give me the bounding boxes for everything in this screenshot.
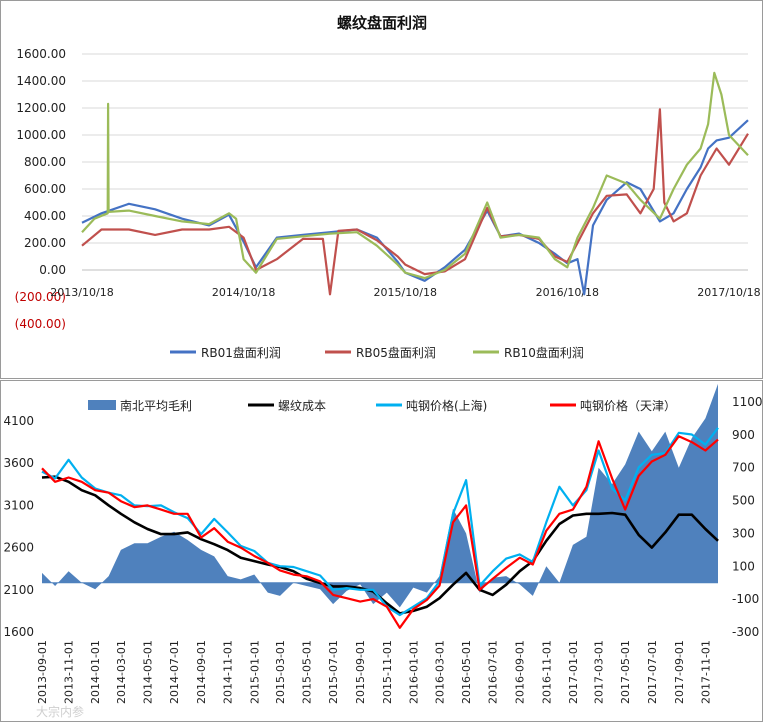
- bottom-x-tick-label: 2014-09-01: [195, 640, 208, 704]
- top-chart-border: [0, 0, 763, 379]
- bottom-left-y-tick-label: 3600: [3, 456, 34, 470]
- bottom-series-group: [41, 427, 719, 629]
- top-y-tick-label: (400.00): [15, 317, 66, 331]
- bottom-x-tick-label: 2017-03-01: [593, 640, 606, 704]
- top-x-tick-label: 2014/10/18: [212, 286, 275, 299]
- bottom-x-tick-label: 2015-09-01: [354, 640, 367, 704]
- bottom-x-tick-label: 2016-05-01: [460, 640, 473, 704]
- bottom-x-tick-label: 2014-11-01: [222, 640, 235, 704]
- top-legend-label: RB01盘面利润: [201, 345, 281, 360]
- top-x-axis: 2013/10/18 2014/10/18 2015/10/18 2016/10/18…: [50, 286, 760, 299]
- top-y-tick-label: 400.00: [24, 209, 66, 223]
- bottom-x-tick-label: 2014-03-01: [115, 640, 128, 704]
- bottom-legend-label: 南北平均毛利: [120, 398, 192, 413]
- watermark-text: 大宗内参: [36, 704, 84, 719]
- bottom-right-y-tick-label: 100: [732, 559, 755, 573]
- bottom-left-y-tick-label: 3100: [3, 498, 34, 512]
- top-y-tick-label: 200.00: [24, 236, 66, 250]
- bottom-x-tick-label: 2017-09-01: [673, 640, 686, 704]
- top-series-group: [81, 71, 749, 296]
- top-y-axis: 1600.00 1400.00 1200.00 1000.00 800.00 600.00…: [15, 47, 66, 331]
- bottom-x-tick-label: 2013-09-01: [36, 640, 49, 704]
- bottom-series-line-2: [41, 427, 719, 617]
- top-y-tick-label: 1400.00: [16, 74, 66, 88]
- bottom-x-tick-label: 2016-01-01: [407, 640, 420, 704]
- bottom-x-tick-label: 2014-05-01: [141, 640, 154, 704]
- bottom-chart-border: [0, 380, 763, 722]
- bottom-x-tick-label: 2016-07-01: [487, 640, 500, 704]
- bottom-right-y-tick-label: 500: [732, 494, 755, 508]
- bottom-left-y-tick-label: 2600: [3, 541, 34, 555]
- bottom-left-y-axis: 4100 3600 3100 2600 2100 1600: [3, 414, 34, 639]
- top-x-tick-label: 2016/10/18: [536, 286, 599, 299]
- top-x-tick-label: 2013/10/18: [50, 286, 113, 299]
- bottom-right-y-tick-label: 900: [732, 428, 755, 442]
- bottom-legend-label: 吨钢价格（天津）: [580, 398, 676, 413]
- bottom-x-tick-label: 2017-05-01: [619, 640, 632, 704]
- top-y-tick-label: 0.00: [39, 263, 66, 277]
- bottom-right-y-axis: 1100 900 700 500 300 100 -100 -300: [732, 395, 763, 639]
- bottom-legend-swatch: [88, 400, 116, 410]
- bottom-legend-label: 吨钢价格(上海): [406, 398, 487, 413]
- top-chart-title: 螺纹盘面利润: [337, 14, 427, 32]
- top-grid: [82, 53, 748, 271]
- bottom-x-tick-label: 2016-11-01: [540, 640, 553, 704]
- bottom-series-line-3: [41, 435, 719, 629]
- bottom-x-tick-label: 2014-01-01: [89, 640, 102, 704]
- top-y-tick-label: 1000.00: [16, 128, 66, 142]
- top-legend: RB01盘面利润 RB05盘面利润 RB10盘面利润: [170, 345, 584, 360]
- bottom-left-y-tick-label: 4100: [3, 414, 34, 428]
- bottom-legend: 南北平均毛利 螺纹成本 吨钢价格(上海) 吨钢价格（天津）: [88, 398, 676, 413]
- bottom-right-y-tick-label: -100: [732, 592, 759, 606]
- bottom-x-tick-label: 2015-05-01: [301, 640, 314, 704]
- bottom-x-tick-label: 2016-09-01: [514, 640, 527, 704]
- bottom-x-tick-label: 2015-03-01: [274, 640, 287, 704]
- bottom-x-tick-label: 2015-07-01: [327, 640, 340, 704]
- top-legend-label: RB10盘面利润: [504, 345, 584, 360]
- top-y-tick-label: 1200.00: [16, 101, 66, 115]
- top-y-tick-label: 800.00: [24, 155, 66, 169]
- top-legend-label: RB05盘面利润: [356, 345, 436, 360]
- bottom-x-tick-label: 2014-07-01: [168, 640, 181, 704]
- bottom-left-y-tick-label: 1600: [3, 625, 34, 639]
- bottom-x-tick-label: 2017-01-01: [567, 640, 580, 704]
- bottom-x-tick-label: 2013-11-01: [63, 640, 76, 704]
- top-x-tick-label: 2017/10/18: [697, 286, 760, 299]
- bottom-x-axis: 2013-09-01 2013-11-01 2014-01-01 2014-03-01…: [36, 640, 712, 704]
- bottom-x-tick-label: 2017-07-01: [646, 640, 659, 704]
- bottom-x-tick-label: 2015-11-01: [381, 640, 394, 704]
- top-y-tick-label: 1600.00: [16, 47, 66, 61]
- top-series-line-3: [81, 71, 749, 280]
- bottom-right-y-tick-label: 700: [732, 461, 755, 475]
- bottom-x-tick-label: 2016-03-01: [433, 640, 446, 704]
- bottom-right-y-tick-label: 1100: [732, 395, 763, 409]
- bottom-right-y-tick-label: -300: [732, 625, 759, 639]
- top-x-tick-label: 2015/10/18: [374, 286, 437, 299]
- bottom-x-tick-label: 2015-01-01: [248, 640, 261, 704]
- bottom-x-tick-label: 2017-11-01: [699, 640, 712, 704]
- top-y-tick-label: (200.00): [15, 290, 66, 304]
- bottom-area-margin: [42, 383, 718, 608]
- bottom-right-y-tick-label: 300: [732, 526, 755, 540]
- bottom-left-y-tick-label: 2100: [3, 583, 34, 597]
- top-y-tick-label: 600.00: [24, 182, 66, 196]
- bottom-legend-label: 螺纹成本: [278, 399, 326, 413]
- bottom-area-group: [42, 383, 718, 608]
